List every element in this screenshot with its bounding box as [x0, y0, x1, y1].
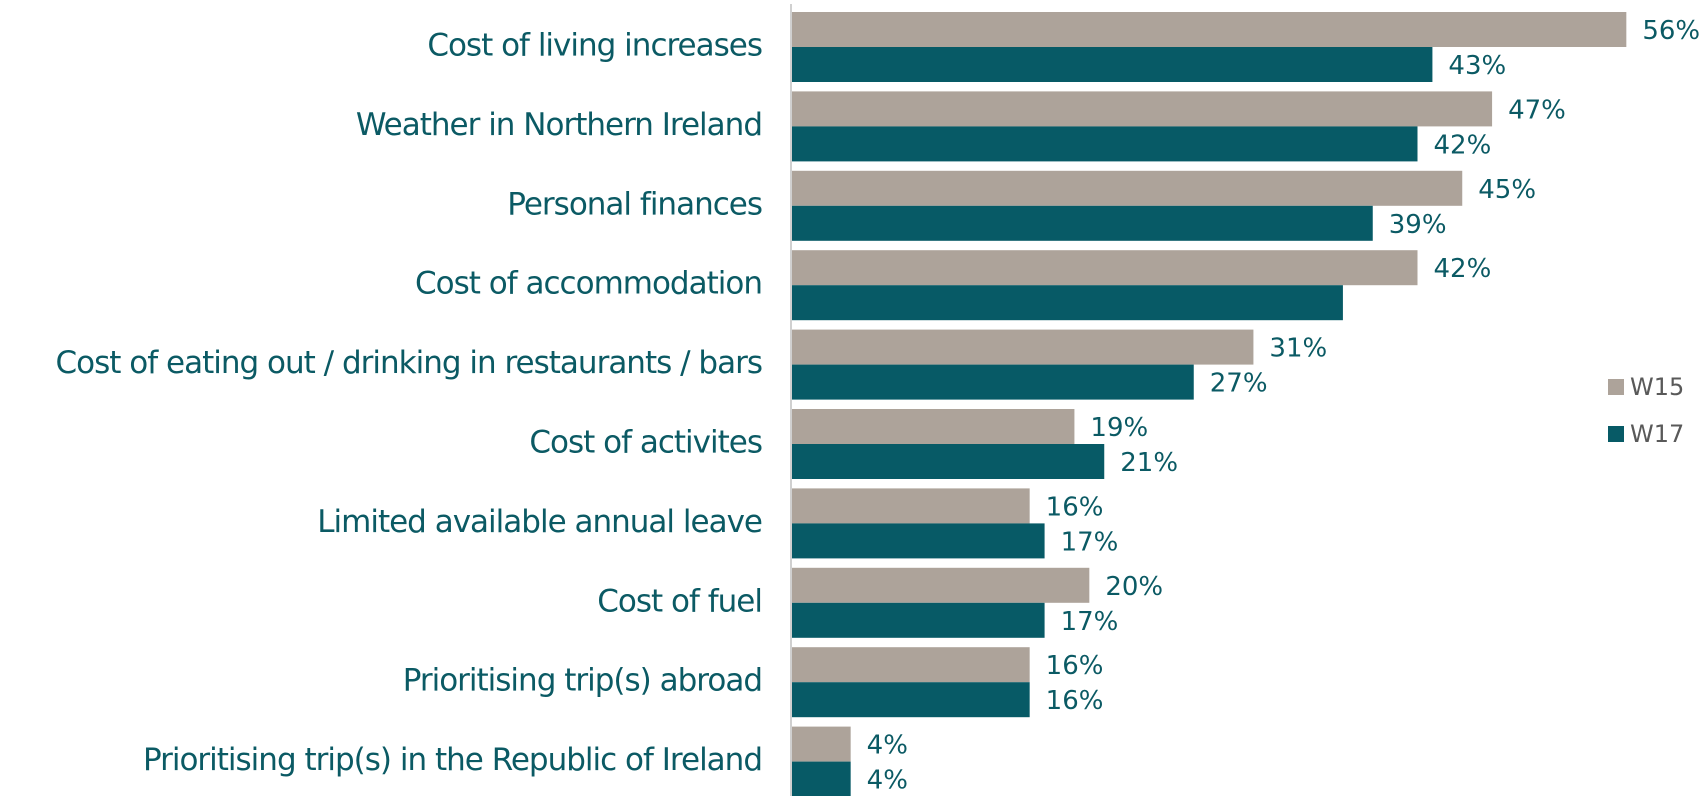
bar	[791, 647, 1030, 683]
bar	[791, 47, 1433, 82]
value-label: 4%	[867, 766, 908, 796]
bar	[791, 444, 1105, 479]
bar	[791, 329, 1254, 365]
value-label: 17%	[1061, 607, 1119, 637]
value-label: 17%	[1061, 527, 1119, 557]
category-label: Prioritising trip(s) abroad	[403, 663, 762, 699]
bar	[791, 726, 851, 762]
legend-swatch	[1608, 379, 1624, 395]
category-label: Cost of accommodation	[415, 266, 762, 302]
value-label: 16%	[1046, 492, 1104, 522]
value-label: 45%	[1478, 175, 1536, 205]
value-label: 39%	[1389, 210, 1447, 240]
bar	[791, 488, 1030, 524]
value-label: 16%	[1046, 651, 1104, 681]
bar	[791, 761, 851, 796]
bar	[791, 91, 1493, 127]
bar	[791, 364, 1194, 400]
category-label: Limited available annual leave	[317, 504, 762, 540]
legend-label: W15	[1630, 373, 1684, 401]
bar	[791, 126, 1418, 162]
category-label: Cost of eating out / drinking in restaur…	[56, 345, 763, 381]
bar	[791, 285, 1343, 321]
value-label: 42%	[1434, 130, 1492, 160]
bar	[791, 567, 1090, 603]
value-label: 56%	[1642, 16, 1700, 46]
bar	[791, 523, 1045, 559]
category-label: Personal finances	[507, 186, 762, 222]
category-label: Prioritising trip(s) in the Republic of …	[143, 742, 762, 778]
legend-swatch	[1608, 426, 1624, 442]
bar	[791, 250, 1418, 286]
category-label: Cost of fuel	[597, 583, 762, 619]
category-label: Cost of activites	[529, 425, 762, 461]
value-label: 47%	[1508, 95, 1566, 125]
category-label: Weather in Northern Ireland	[356, 107, 762, 143]
value-label: 43%	[1448, 51, 1506, 81]
value-label: 31%	[1269, 334, 1327, 364]
value-label: 42%	[1434, 254, 1492, 284]
bar	[791, 205, 1373, 241]
bar	[791, 602, 1045, 638]
value-label: 21%	[1120, 448, 1178, 478]
value-label: 4%	[867, 731, 908, 761]
bar	[791, 170, 1463, 206]
value-label: 19%	[1090, 413, 1148, 443]
value-label: 20%	[1105, 572, 1163, 602]
category-label: Cost of living increases	[427, 28, 762, 64]
value-label: 16%	[1046, 686, 1104, 716]
legend-label: W17	[1630, 420, 1684, 448]
bar	[791, 12, 1627, 47]
bar	[791, 682, 1030, 718]
value-label: 27%	[1210, 369, 1268, 399]
bar	[791, 409, 1075, 444]
